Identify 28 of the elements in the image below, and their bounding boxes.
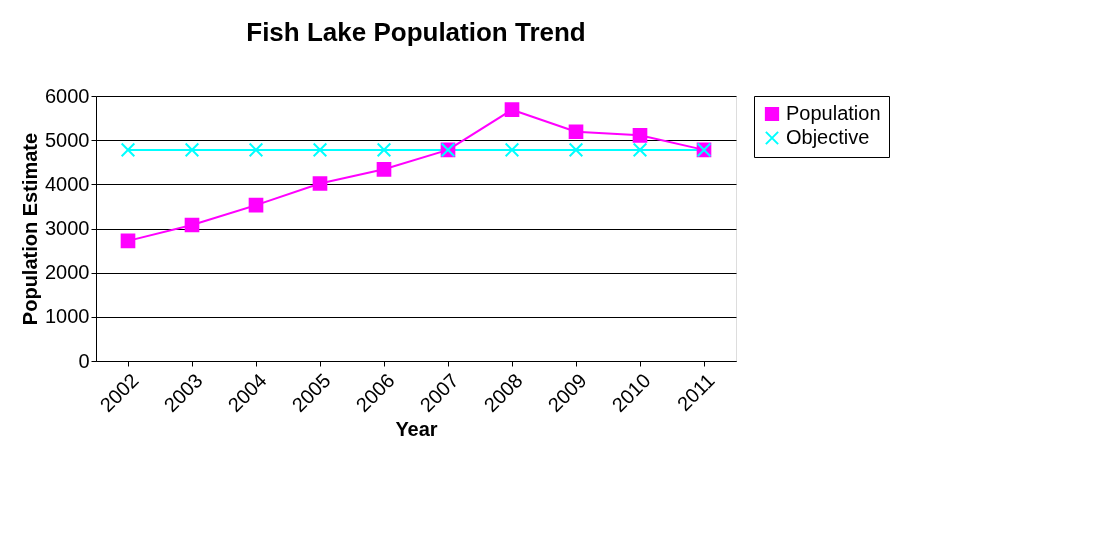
point — [504, 102, 520, 118]
point — [632, 127, 648, 143]
y-tick-label: 5000 — [45, 128, 90, 151]
point — [184, 217, 200, 233]
y-tick-label: 4000 — [45, 172, 90, 195]
point — [184, 142, 200, 158]
point — [312, 142, 328, 158]
point — [248, 142, 264, 158]
point — [376, 142, 392, 158]
point — [248, 197, 264, 213]
y-tick-label: 6000 — [45, 84, 90, 107]
legend-label: Population — [786, 102, 881, 124]
y-tick-label: 3000 — [45, 217, 90, 239]
y-axis-title: Population Estimate — [19, 132, 42, 326]
y-tick-label: 2000 — [45, 261, 90, 284]
point — [312, 176, 328, 191]
point — [504, 142, 520, 158]
x-axis-title: Year — [395, 418, 438, 441]
point — [120, 142, 136, 158]
point — [376, 161, 392, 177]
point — [632, 142, 648, 158]
point — [568, 124, 584, 140]
point — [120, 233, 136, 249]
point — [568, 142, 584, 158]
y-tick-label: 1000 — [45, 305, 90, 328]
legend-label: Objective — [786, 126, 870, 148]
y-tick-label: 0 — [78, 349, 90, 372]
chart-title: Fish Lake Population Trend — [246, 17, 586, 47]
